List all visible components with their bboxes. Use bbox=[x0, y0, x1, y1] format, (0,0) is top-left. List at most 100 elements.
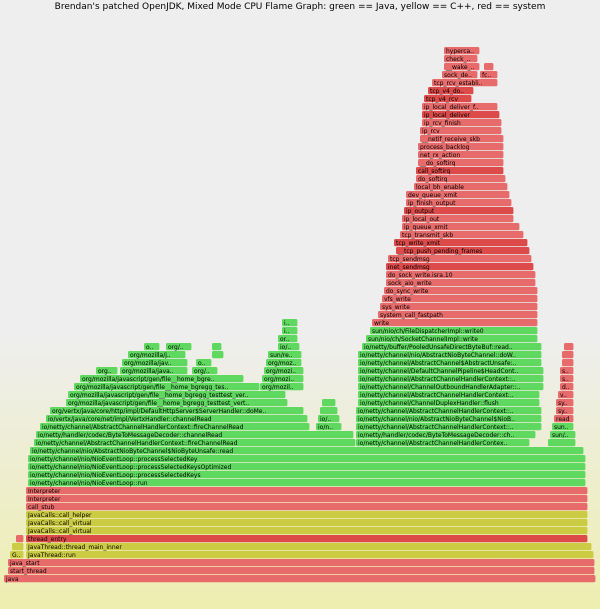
frame-86[interactable]: do_sock_write.isra.10 bbox=[386, 271, 536, 279]
frame-95[interactable]: ip_finish_output bbox=[406, 199, 512, 207]
frame-104[interactable]: ip_rcv bbox=[420, 127, 502, 135]
frame-32[interactable]: io/netty/channel/nio/AbstractNioByteChan… bbox=[356, 415, 542, 423]
frame-bar[interactable] bbox=[26, 511, 588, 519]
frame-63[interactable] bbox=[562, 359, 574, 367]
frame-bar[interactable] bbox=[358, 351, 542, 359]
frame-bar[interactable] bbox=[562, 351, 574, 359]
frame-7[interactable] bbox=[16, 535, 24, 543]
frame-bar[interactable] bbox=[26, 487, 588, 495]
frame-bar[interactable] bbox=[122, 359, 188, 367]
frame-bar[interactable] bbox=[212, 351, 224, 359]
frame-85[interactable]: sock_aio_write bbox=[386, 279, 536, 287]
frame-87[interactable]: inet_sendmsg bbox=[386, 263, 534, 271]
frame-bar[interactable] bbox=[444, 47, 480, 55]
frame-bar[interactable] bbox=[382, 295, 538, 303]
frame-bar[interactable] bbox=[320, 407, 338, 415]
frame-116[interactable]: hyperca.. bbox=[444, 47, 480, 55]
frame-101[interactable]: net_rx_action bbox=[418, 151, 504, 159]
frame-3[interactable]: G.. bbox=[10, 551, 24, 559]
frame-92[interactable]: ip_queue_xmit bbox=[402, 223, 520, 231]
frame-bar[interactable] bbox=[30, 447, 584, 455]
frame-bar[interactable] bbox=[358, 383, 544, 391]
frame-112[interactable]: fc.. bbox=[480, 71, 498, 79]
frame-1[interactable]: start_thread bbox=[8, 567, 595, 575]
frame-bar[interactable] bbox=[556, 407, 574, 415]
frame-bar[interactable] bbox=[564, 343, 574, 351]
frame-bar[interactable] bbox=[264, 367, 304, 375]
frame-bar[interactable] bbox=[356, 407, 542, 415]
frame-52[interactable]: s.. bbox=[560, 375, 574, 383]
frame-bar[interactable] bbox=[28, 455, 586, 463]
frame-29[interactable]: sun.. bbox=[552, 423, 574, 431]
frame-6[interactable]: JavaThread::thread_main_inner bbox=[26, 543, 592, 551]
frame-12[interactable]: call_stub bbox=[26, 503, 588, 511]
frame-bar[interactable] bbox=[484, 63, 494, 71]
frame-71[interactable] bbox=[212, 343, 222, 351]
frame-79[interactable]: write bbox=[372, 319, 538, 327]
frame-bar[interactable] bbox=[26, 535, 588, 543]
frame-bar[interactable] bbox=[380, 303, 538, 311]
frame-113[interactable]: __wake_.. bbox=[444, 63, 480, 71]
frame-18[interactable]: io/netty/channel/nio/NioEventLoop::proce… bbox=[28, 455, 586, 463]
frame-bar[interactable] bbox=[50, 407, 304, 415]
frame-bar[interactable] bbox=[34, 439, 356, 447]
frame-103[interactable]: __netif_receive_skb bbox=[420, 135, 504, 143]
frame-42[interactable]: org/mozilla/javascript/gen/file__home_bg… bbox=[68, 391, 286, 399]
frame-bar[interactable] bbox=[80, 375, 244, 383]
frame-45[interactable]: org/mozilla/javascript/gen/file__home_bg… bbox=[74, 383, 260, 391]
frame-24[interactable]: io/netty/handler/codec/ByteToMessageDeco… bbox=[356, 431, 536, 439]
frame-50[interactable]: org/mozi.. bbox=[262, 375, 304, 383]
frame-bar[interactable] bbox=[358, 375, 544, 383]
frame-34[interactable]: org/vertx/java/core/http/impl/DefaultHtt… bbox=[50, 407, 304, 415]
frame-bar[interactable] bbox=[418, 159, 504, 167]
frame-bar[interactable] bbox=[422, 119, 502, 127]
frame-bar[interactable] bbox=[358, 391, 540, 399]
frame-83[interactable]: vfs_write bbox=[382, 295, 538, 303]
frame-bar[interactable] bbox=[120, 367, 188, 375]
frame-41[interactable]: sy.. bbox=[556, 399, 574, 407]
frame-13[interactable]: Interpreter bbox=[26, 495, 588, 503]
frame-37[interactable]: sy.. bbox=[556, 407, 574, 415]
frame-36[interactable]: io/netty/channel/AbstractChannelHandlerC… bbox=[356, 407, 542, 415]
frame-bar[interactable] bbox=[266, 359, 302, 367]
frame-bar[interactable] bbox=[356, 415, 542, 423]
frame-108[interactable]: tcp_v4_rcv bbox=[424, 95, 472, 103]
frame-bar[interactable] bbox=[418, 143, 504, 151]
frame-bar[interactable] bbox=[356, 431, 536, 439]
frame-bar[interactable] bbox=[416, 175, 506, 183]
frame-bar[interactable] bbox=[402, 223, 520, 231]
frame-bar[interactable] bbox=[358, 367, 544, 375]
frame-bar[interactable] bbox=[428, 87, 474, 95]
frame-106[interactable]: ip_local_deliver bbox=[422, 111, 500, 119]
frame-109[interactable]: tcp_v4_do.. bbox=[428, 87, 474, 95]
frame-97[interactable]: local_bh_enable bbox=[414, 183, 508, 191]
frame-bar[interactable] bbox=[444, 55, 478, 63]
frame-bar[interactable] bbox=[556, 399, 574, 407]
frame-93[interactable]: ip_local_out bbox=[402, 215, 514, 223]
frame-48[interactable]: d.. bbox=[560, 383, 574, 391]
frame-bar[interactable] bbox=[26, 551, 594, 559]
frame-80[interactable]: i.. bbox=[282, 319, 298, 327]
frame-bar[interactable] bbox=[550, 431, 576, 439]
frame-bar[interactable] bbox=[356, 439, 530, 447]
frame-bar[interactable] bbox=[10, 551, 24, 559]
frame-90[interactable]: tcp_write_xmit bbox=[394, 239, 528, 247]
frame-82[interactable]: sys_write bbox=[380, 303, 538, 311]
frame-70[interactable]: org/.. bbox=[166, 343, 192, 351]
frame-30[interactable]: io/vertx/java/core/net/impl/VertxHandler… bbox=[46, 415, 308, 423]
frame-57[interactable]: io/netty/channel/DefaultChannelPipeline$… bbox=[358, 367, 544, 375]
frame-28[interactable]: io/netty/channel/AbstractChannelHandlerC… bbox=[356, 423, 542, 431]
frame-8[interactable]: thread_entry bbox=[26, 535, 588, 543]
frame-bar[interactable] bbox=[68, 391, 286, 399]
frame-27[interactable]: io/n.. bbox=[316, 423, 342, 431]
frame-15[interactable]: io/netty/channel/nio/NioEventLoop::run bbox=[28, 479, 586, 487]
frame-31[interactable]: io/.. bbox=[318, 415, 340, 423]
frame-81[interactable]: system_call_fastpath bbox=[378, 311, 538, 319]
frame-bar[interactable] bbox=[384, 287, 538, 295]
frame-33[interactable]: read bbox=[554, 415, 574, 423]
frame-9[interactable]: JavaCalls::call_virtual bbox=[26, 527, 588, 535]
frame-38[interactable]: org/mozilla/javascript/gen/file__home_bg… bbox=[66, 399, 288, 407]
frame-72[interactable]: io/.. bbox=[278, 343, 300, 351]
frame-bar[interactable] bbox=[96, 367, 118, 375]
frame-96[interactable]: dev_queue_xmit bbox=[406, 191, 510, 199]
